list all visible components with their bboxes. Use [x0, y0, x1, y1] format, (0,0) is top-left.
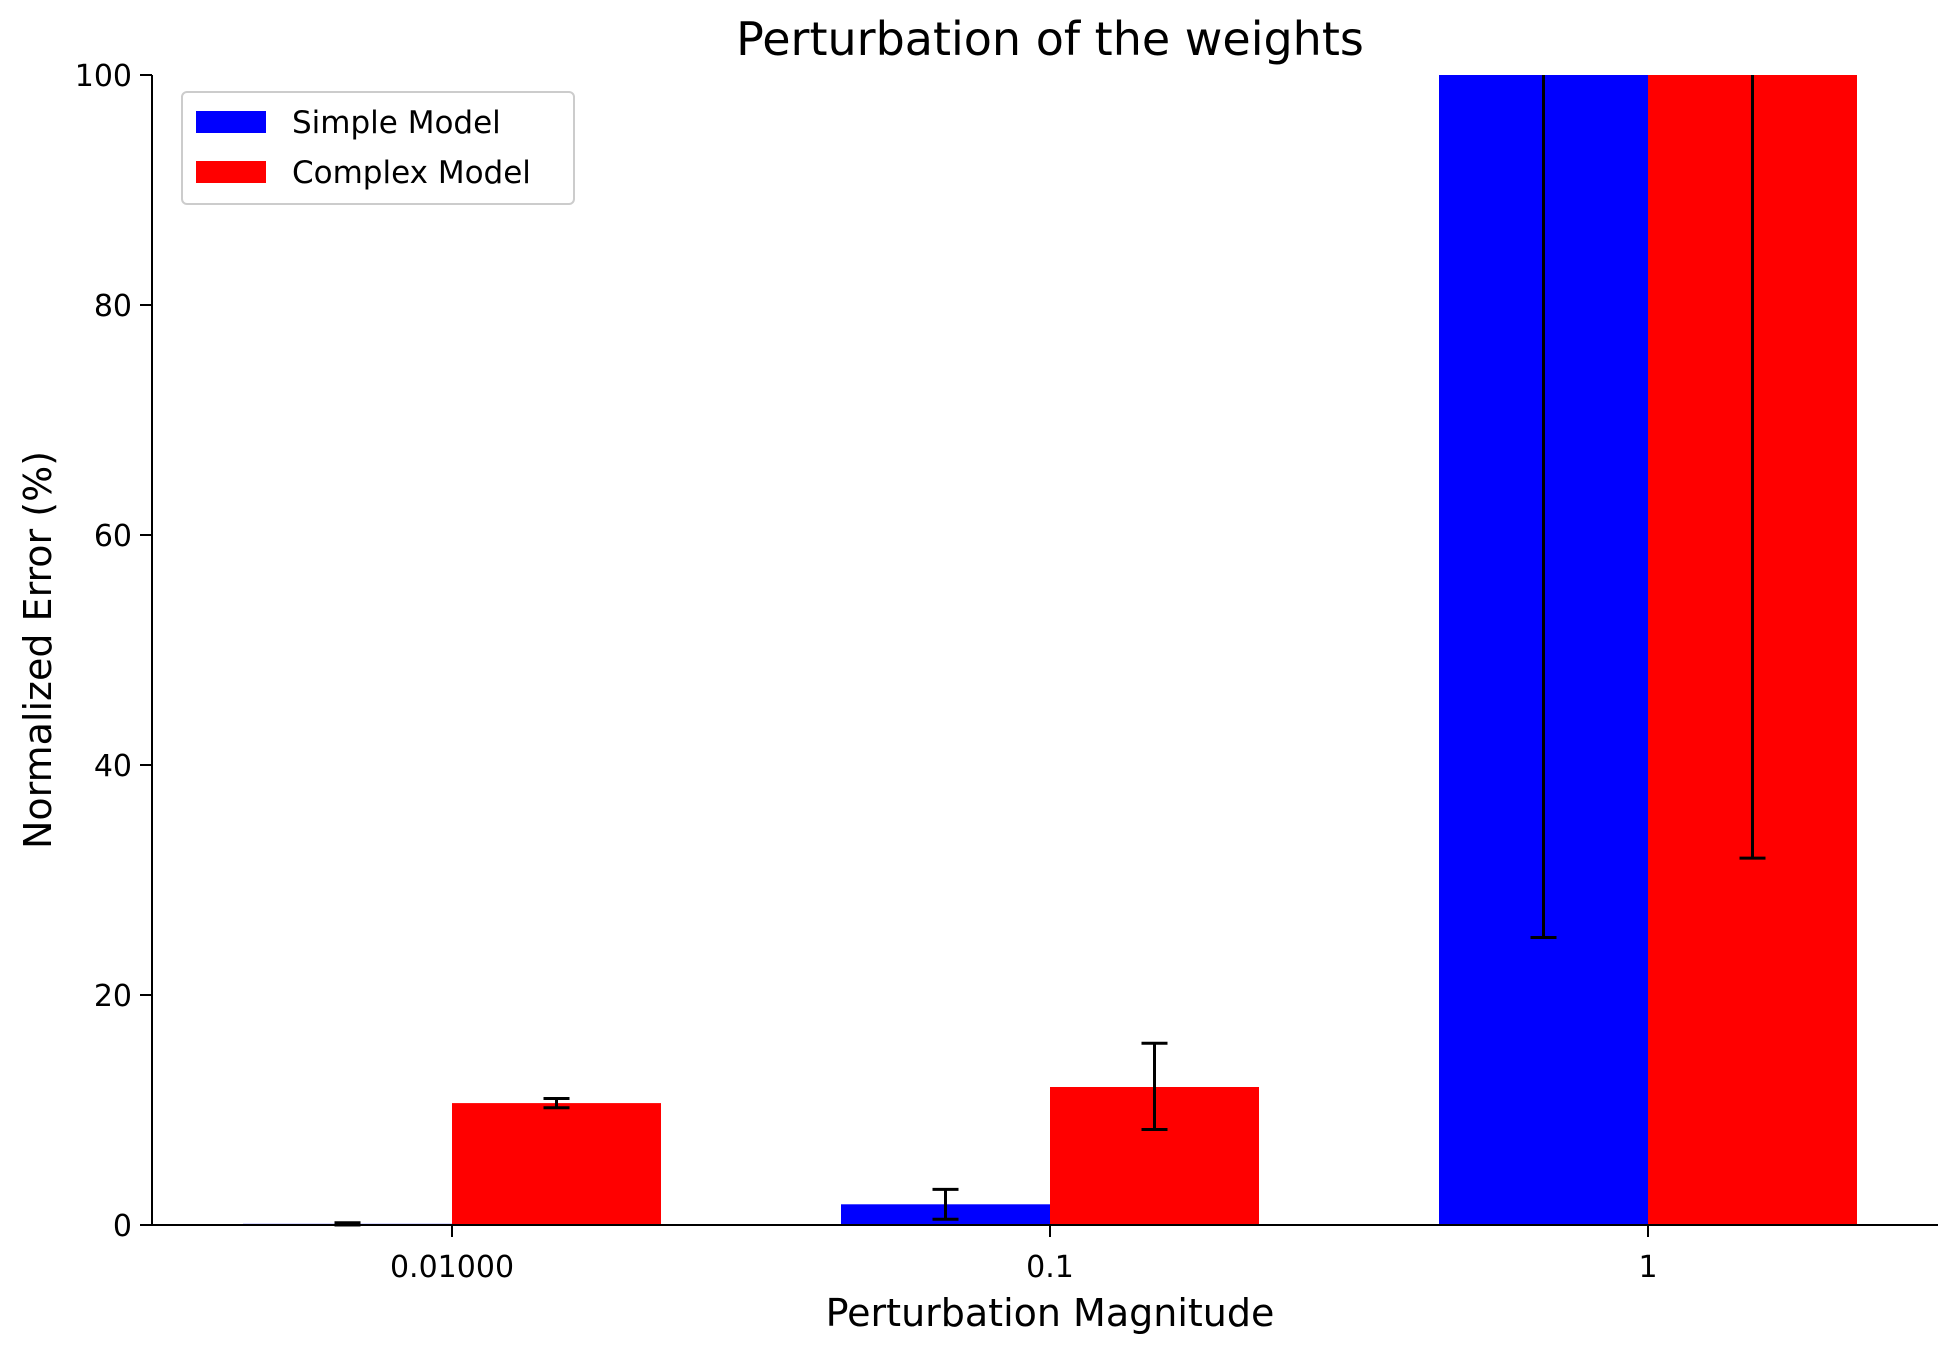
error-bar	[1530, 75, 1557, 939]
error-bar	[932, 1187, 959, 1221]
x-tick-label: 0.1	[1026, 1250, 1074, 1285]
y-tick-label: 20	[94, 979, 132, 1014]
chart-title: Perturbation of the weights	[736, 12, 1364, 66]
legend: Simple Model Complex Model	[181, 91, 575, 205]
y-tick-label: 60	[94, 519, 132, 554]
x-tick-label: 0.01000	[390, 1250, 514, 1285]
y-axis-label: Normalized Error (%)	[16, 451, 60, 849]
x-tick-label: 1	[1638, 1250, 1657, 1285]
bar	[452, 1103, 661, 1225]
legend-swatch	[196, 111, 266, 133]
y-tick-label: 80	[94, 289, 132, 324]
x-axis-label: Perturbation Magnitude	[826, 1291, 1275, 1335]
bars-layer	[243, 75, 1857, 1225]
error-bar	[1141, 1041, 1168, 1132]
error-bar	[543, 1097, 570, 1110]
y-tick-label: 40	[94, 749, 132, 784]
error-bar	[1739, 75, 1766, 860]
legend-frame	[181, 91, 575, 205]
axes-layer: 0 20 40 60 80 100 0.01000 0.1 1	[75, 59, 1938, 1285]
y-tick-label: 100	[75, 59, 132, 94]
legend-label: Simple Model	[292, 105, 501, 141]
legend-swatch	[196, 161, 266, 183]
y-tick-label: 0	[113, 1209, 132, 1244]
legend-label: Complex Model	[292, 155, 531, 191]
